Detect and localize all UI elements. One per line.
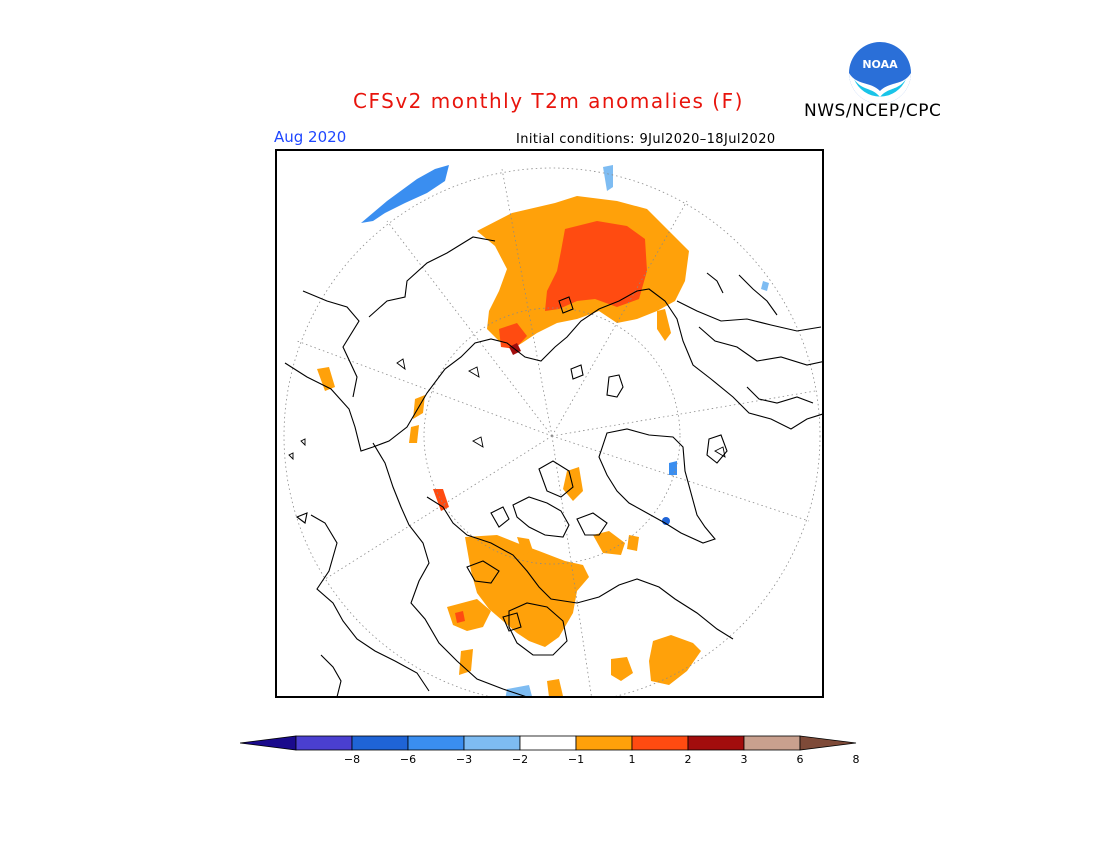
polar-map-panel xyxy=(275,149,824,698)
colorbar-tick-label: −1 xyxy=(567,753,585,766)
colorbar-tick-label: −2 xyxy=(511,753,529,766)
colorbar-tick-label: 1 xyxy=(628,753,636,766)
coastlines xyxy=(284,236,822,696)
colorbar-tick-label: 8 xyxy=(852,753,860,766)
colorbar-swatch xyxy=(463,735,521,751)
colorbar-arrow-low xyxy=(239,735,297,751)
colorbar-swatch xyxy=(743,735,801,751)
agency-label: NWS/NCEP/CPC xyxy=(804,101,942,121)
colorbar-tick-label: −3 xyxy=(455,753,473,766)
colorbar-tick-label: 2 xyxy=(684,753,692,766)
map-title: CFSv2 monthly T2m anomalies (F) xyxy=(353,89,744,113)
colorbar-tick-label: −6 xyxy=(399,753,417,766)
colorbar-swatch xyxy=(687,735,745,751)
colorbar-swatch xyxy=(519,735,577,751)
forecast-month: Aug 2020 xyxy=(274,128,347,146)
polar-map xyxy=(283,165,822,696)
colorbar-swatch xyxy=(351,735,409,751)
colorbar-swatch xyxy=(631,735,689,751)
colorbar-arrow-high xyxy=(799,735,857,751)
colorbar-swatch xyxy=(575,735,633,751)
colorbar-tick-label: −8 xyxy=(343,753,361,766)
initial-conditions-label: Initial conditions: 9Jul2020–18Jul2020 xyxy=(516,132,776,147)
anomaly-colorbar xyxy=(239,734,860,756)
colorbar-swatch xyxy=(407,735,465,751)
graticule xyxy=(283,167,821,696)
anomaly-shading xyxy=(317,165,769,696)
colorbar-graphic xyxy=(239,735,857,751)
islands xyxy=(288,358,726,461)
colorbar-swatch xyxy=(295,735,353,751)
colorbar-tick-label: 6 xyxy=(796,753,804,766)
noaa-logo: NOAA xyxy=(848,41,912,105)
colorbar-tick-label: 3 xyxy=(740,753,748,766)
noaa-logo-text: NOAA xyxy=(862,58,898,71)
